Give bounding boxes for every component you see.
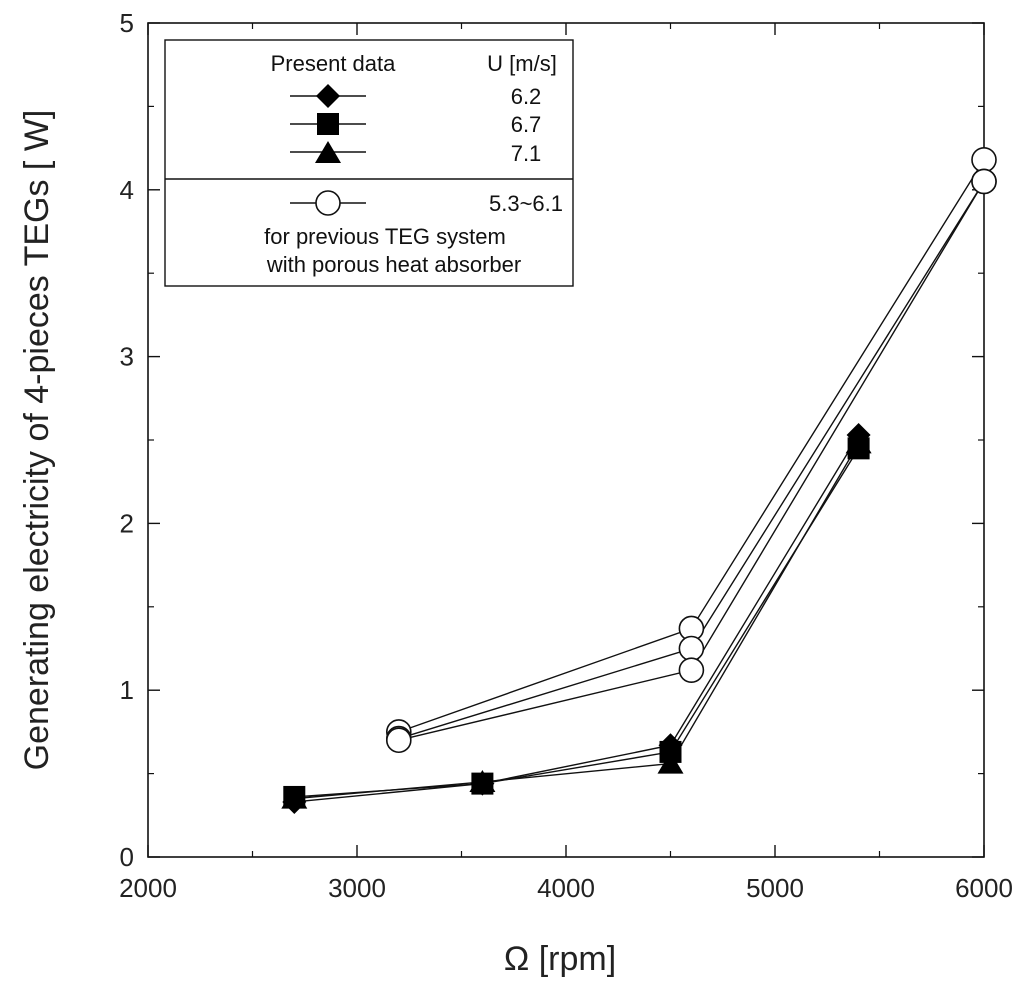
series-line-1	[294, 447, 860, 798]
legend-label-6-7: 6.7	[511, 112, 542, 137]
y-tick-label: 3	[120, 342, 134, 372]
x-tick-label: 2000	[119, 873, 177, 903]
legend-note-line-1: for previous TEG system	[264, 224, 506, 249]
x-tick-label: 4000	[537, 873, 595, 903]
series-line-0	[294, 434, 860, 803]
data-point	[678, 635, 705, 662]
legend-marker-square	[317, 113, 339, 135]
legend-marker-diamond	[316, 84, 340, 108]
legend-label-previous: 5.3~6.1	[489, 191, 563, 216]
data-point	[385, 727, 412, 754]
data-point	[971, 168, 997, 195]
x-tick-label: 5000	[746, 873, 804, 903]
x-tick-label: 6000	[955, 873, 1013, 903]
data-point	[678, 657, 705, 683]
data-point	[971, 146, 997, 173]
legend-marker-triangle	[315, 141, 341, 163]
x-axis-title: Ω [rpm]	[504, 940, 616, 978]
tick-labels: 2000 3000 4000 5000 6000 0 1 2 3 4 5	[119, 8, 1013, 903]
x-tick-label: 3000	[328, 873, 386, 903]
ticks	[147, 22, 985, 858]
series-line-2	[294, 442, 860, 800]
y-tick-label: 1	[120, 675, 134, 705]
y-tick-label: 0	[120, 842, 134, 872]
y-tick-label: 4	[120, 175, 134, 205]
data-point	[469, 769, 496, 792]
y-axis-title: Generating electricity of 4-pieces TEGs …	[18, 110, 56, 771]
legend-label-6-2: 6.2	[511, 84, 542, 109]
legend-note-line-2: with porous heat absorber	[266, 252, 521, 277]
y-tick-label: 5	[120, 8, 134, 38]
legend-u-header: U [m/s]	[487, 51, 557, 76]
series-markers	[281, 146, 997, 814]
legend-label-7-1: 7.1	[511, 141, 542, 166]
legend-box	[164, 39, 574, 287]
legend-marker-circle	[315, 190, 341, 216]
legend: Present data U [m/s] 6.2 6.7 7.1 5.3~6.1…	[164, 39, 574, 287]
y-tick-label: 2	[120, 508, 134, 538]
data-point	[657, 751, 684, 774]
data-point	[281, 786, 308, 809]
legend-present-header: Present data	[271, 51, 397, 76]
data-point	[845, 431, 872, 454]
